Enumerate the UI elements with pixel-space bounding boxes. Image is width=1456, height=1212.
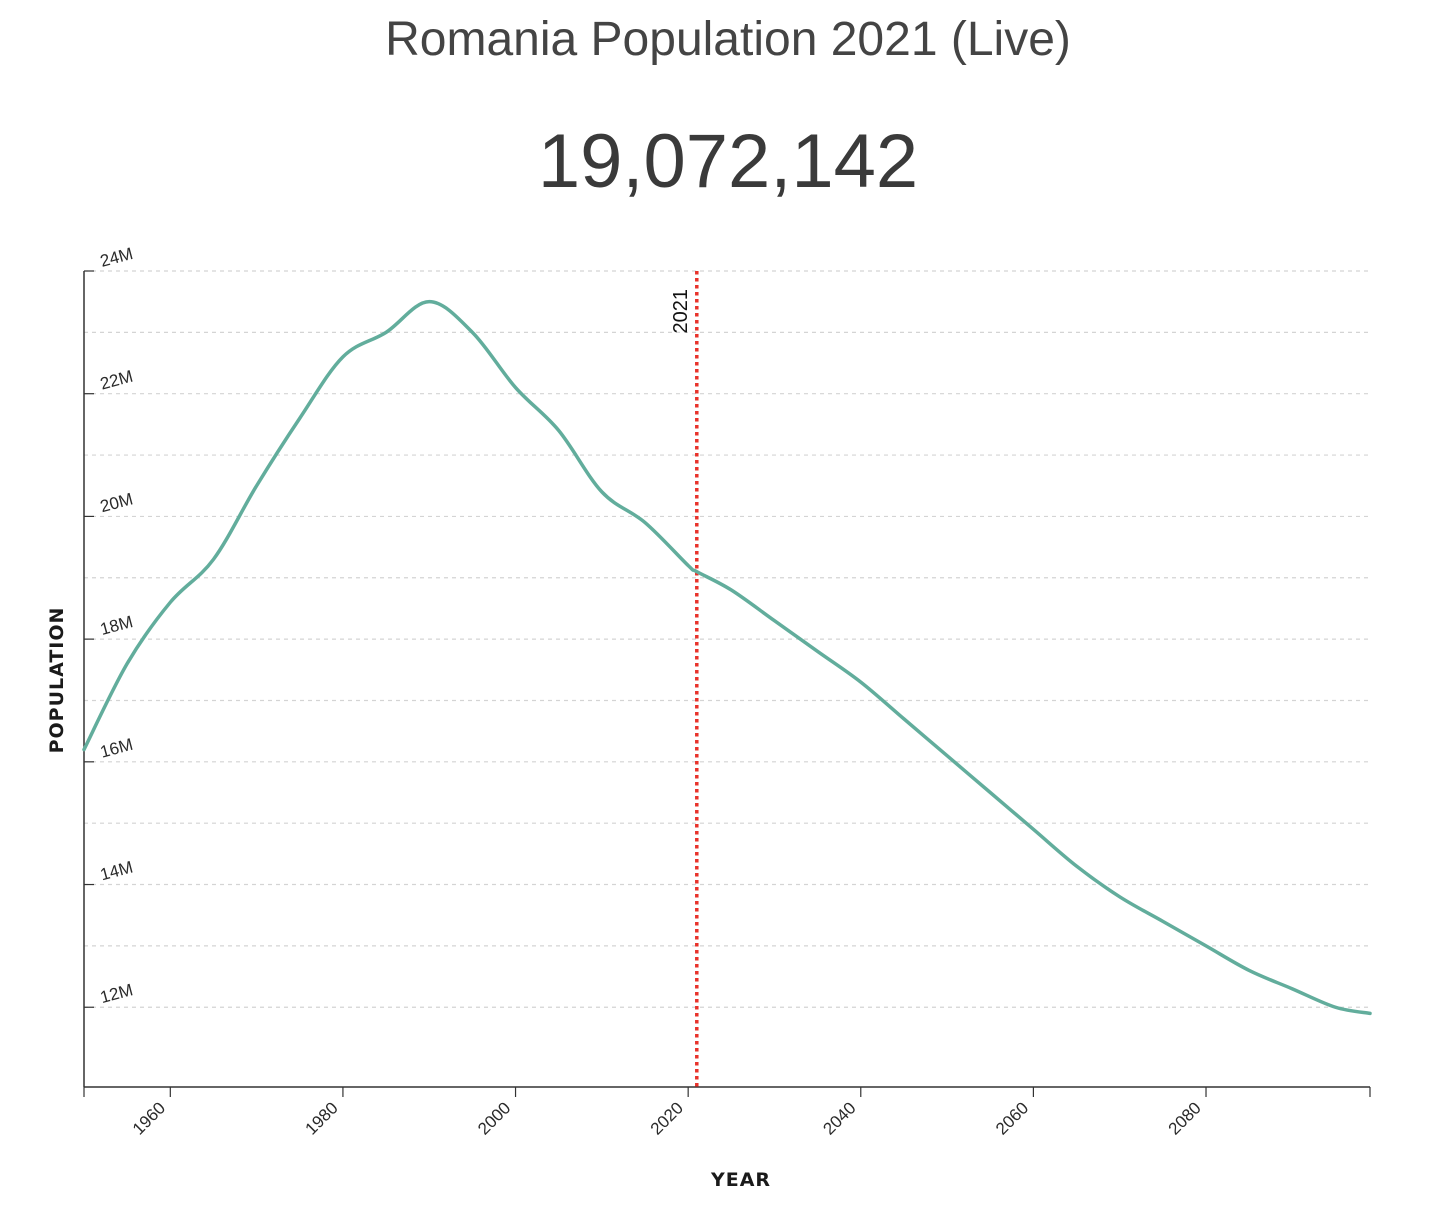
series — [82, 299, 1372, 1016]
current-year-label: 2021 — [670, 289, 692, 334]
x-axis-title: YEAR — [710, 1169, 771, 1191]
y-tick-label: 12M — [98, 980, 135, 1007]
page-title: Romania Population 2021 (Live) — [385, 13, 1071, 66]
x-axis-ticks: 1960 1980 2000 2020 2040 2060 2080 — [83, 1087, 1371, 1139]
y-tick-label: 24M — [98, 244, 135, 271]
axes — [83, 271, 1370, 1088]
x-tick-label: 2040 — [819, 1098, 859, 1138]
y-tick-label: 20M — [98, 489, 135, 516]
population-series-line — [82, 299, 1372, 1016]
y-tick-label: 16M — [98, 735, 135, 762]
x-tick-label: 2060 — [992, 1098, 1032, 1138]
live-population-counter: 19,072,142 — [537, 119, 919, 204]
current-year-marker: 2021 — [670, 271, 699, 1087]
y-tick-label: 22M — [98, 367, 135, 394]
x-tick-label: 2080 — [1165, 1098, 1205, 1138]
y-axis-ticks: 12M 14M 16M 18M 20M 22M 24M — [84, 244, 135, 1008]
y-axis-title: POPULATION — [46, 607, 68, 754]
x-tick-label: 2000 — [474, 1098, 514, 1138]
x-tick-label: 2020 — [647, 1098, 687, 1138]
grid-lines — [84, 270, 1370, 1008]
y-tick-label: 18M — [98, 612, 135, 639]
y-tick-label: 14M — [98, 857, 135, 884]
x-tick-label: 1980 — [302, 1098, 342, 1138]
x-tick-label: 1960 — [129, 1098, 169, 1138]
